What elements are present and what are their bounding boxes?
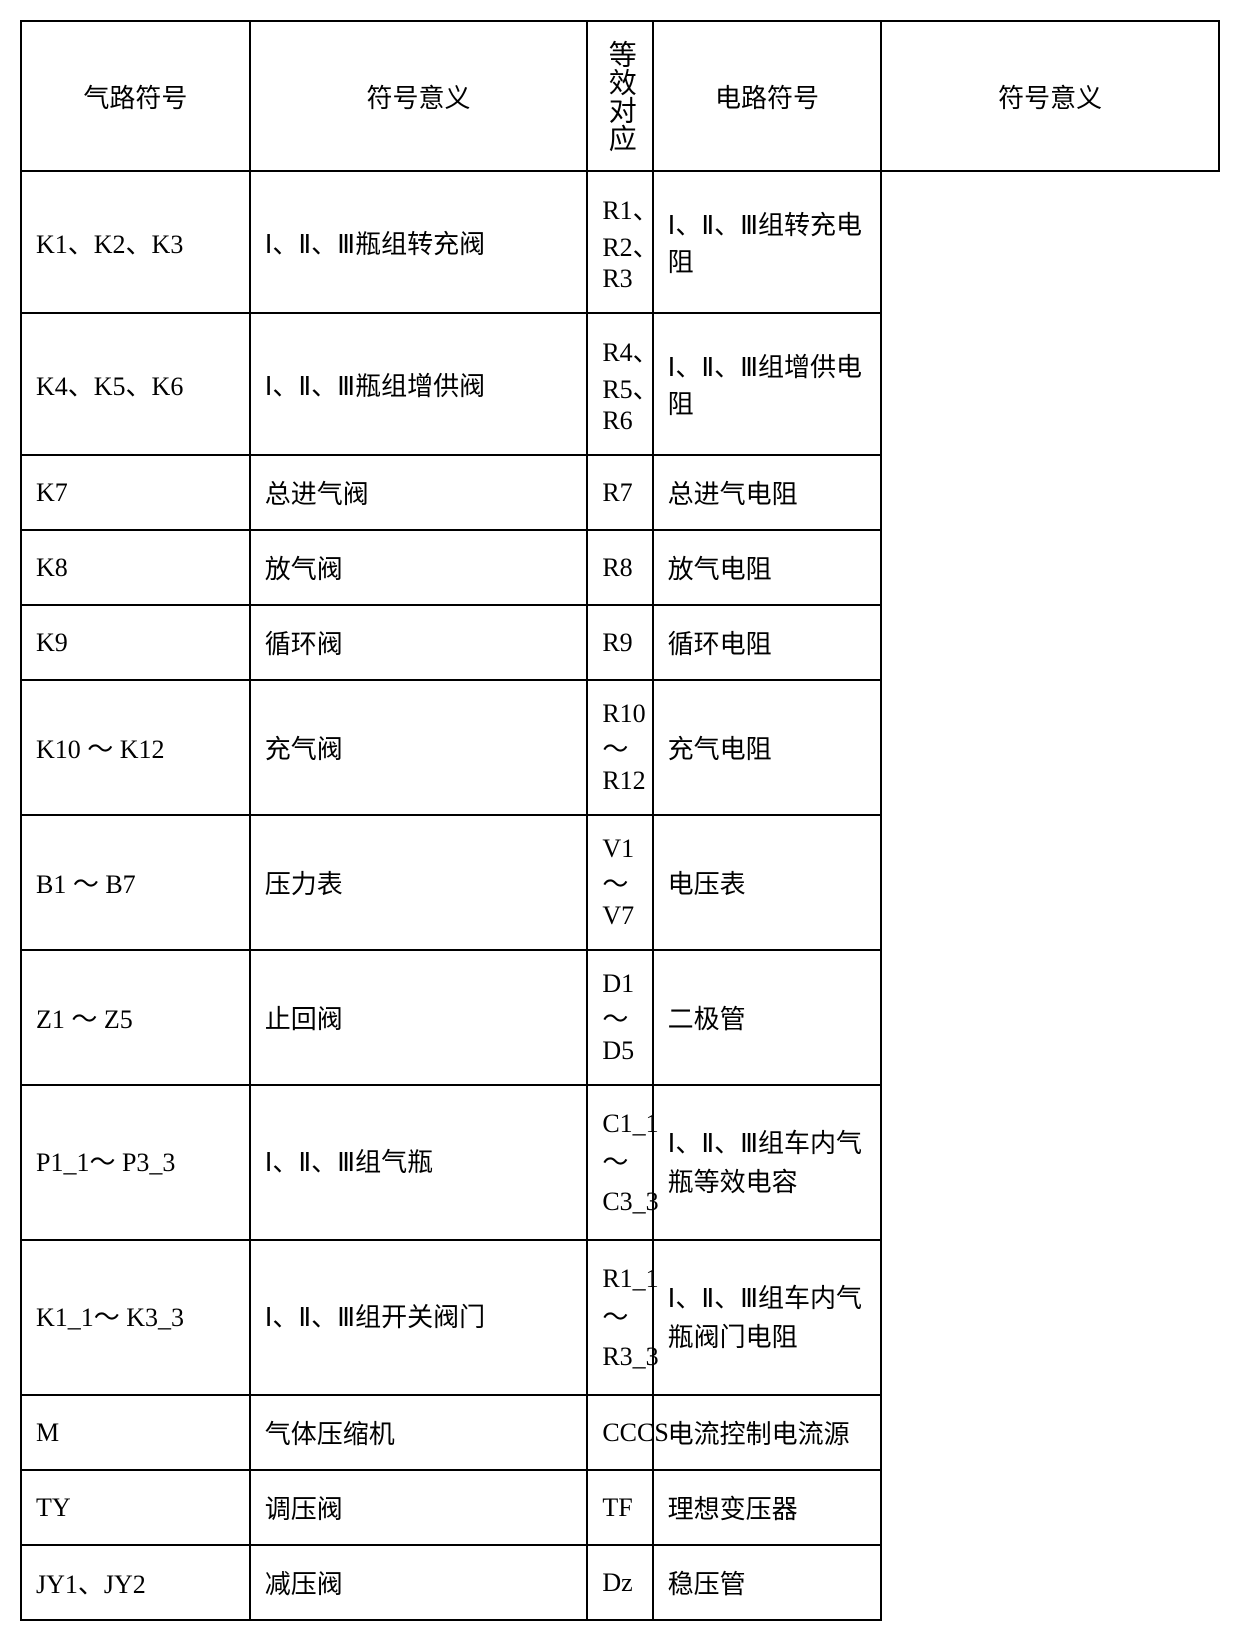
- cell-circuit-symbol: R9: [587, 605, 652, 680]
- cell-circuit-meaning: 电压表: [653, 815, 882, 950]
- cell-gas-meaning: Ⅰ、Ⅱ、Ⅲ组开关阀门: [250, 1240, 588, 1395]
- cell-circuit-meaning: 充气电阻: [653, 680, 882, 815]
- cell-gas-meaning: 调压阀: [250, 1470, 588, 1545]
- cell-gas-symbol: Z1 ～ Z5: [21, 950, 250, 1085]
- cell-circuit-meaning: 电流控制电流源: [653, 1395, 882, 1470]
- cell-gas-meaning: Ⅰ、Ⅱ、Ⅲ组气瓶: [250, 1085, 588, 1240]
- header-circuit-symbol: 电路符号: [653, 21, 882, 171]
- cell-circuit-symbol: R4、R5、R6: [587, 313, 652, 455]
- table-row: K1、K2、K3 Ⅰ、Ⅱ、Ⅲ瓶组转充阀 R1、R2、R3 Ⅰ、Ⅱ、Ⅲ组转充电阻: [21, 171, 1219, 313]
- equivalence-table: 气路符号 符号意义 等效对应 电路符号 符号意义 K1、K2、K3 Ⅰ、Ⅱ、Ⅲ瓶…: [20, 20, 1220, 1621]
- cell-gas-symbol: K10 ～ K12: [21, 680, 250, 815]
- table-row: K7 总进气阀 R7 总进气电阻: [21, 455, 1219, 530]
- cell-circuit-meaning: 理想变压器: [653, 1470, 882, 1545]
- cell-gas-symbol: P1_1～ P3_3: [21, 1085, 250, 1240]
- cell-circuit-symbol: R8: [587, 530, 652, 605]
- cell-gas-meaning: 总进气阀: [250, 455, 588, 530]
- table-row: K4、K5、K6 Ⅰ、Ⅱ、Ⅲ瓶组增供阀 R4、R5、R6 Ⅰ、Ⅱ、Ⅲ组增供电阻: [21, 313, 1219, 455]
- cell-circuit-meaning: 总进气电阻: [653, 455, 882, 530]
- cell-gas-meaning: 止回阀: [250, 950, 588, 1085]
- table-row: B1 ～ B7 压力表 V1 ～ V7 电压表: [21, 815, 1219, 950]
- cell-gas-symbol: K1、K2、K3: [21, 171, 250, 313]
- header-gas-meaning: 符号意义: [250, 21, 588, 171]
- cell-gas-meaning: 充气阀: [250, 680, 588, 815]
- cell-gas-symbol: K7: [21, 455, 250, 530]
- cell-circuit-meaning: 稳压管: [653, 1545, 882, 1620]
- cell-gas-meaning: 压力表: [250, 815, 588, 950]
- table-header-row: 气路符号 符号意义 等效对应 电路符号 符号意义: [21, 21, 1219, 171]
- table-row: M 气体压缩机 CCCS 电流控制电流源: [21, 1395, 1219, 1470]
- table-row: TY 调压阀 TF 理想变压器: [21, 1470, 1219, 1545]
- cell-circuit-symbol: R10 ～ R12: [587, 680, 652, 815]
- cell-circuit-symbol: R1、R2、R3: [587, 171, 652, 313]
- cell-gas-symbol: JY1、JY2: [21, 1545, 250, 1620]
- cell-gas-symbol: K1_1～ K3_3: [21, 1240, 250, 1395]
- cell-gas-meaning: 气体压缩机: [250, 1395, 588, 1470]
- cell-circuit-meaning: 循环电阻: [653, 605, 882, 680]
- cell-gas-symbol: K9: [21, 605, 250, 680]
- cell-circuit-meaning: Ⅰ、Ⅱ、Ⅲ组车内气瓶等效电容: [653, 1085, 882, 1240]
- cell-gas-symbol: B1 ～ B7: [21, 815, 250, 950]
- cell-gas-meaning: Ⅰ、Ⅱ、Ⅲ瓶组转充阀: [250, 171, 588, 313]
- header-circuit-meaning: 符号意义: [881, 21, 1219, 171]
- cell-circuit-symbol: R7: [587, 455, 652, 530]
- cell-circuit-symbol: CCCS: [587, 1395, 652, 1470]
- equivalence-table-container: 气路符号 符号意义 等效对应 电路符号 符号意义 K1、K2、K3 Ⅰ、Ⅱ、Ⅲ瓶…: [20, 20, 1220, 1621]
- cell-gas-symbol: K4、K5、K6: [21, 313, 250, 455]
- cell-circuit-symbol: Dz: [587, 1545, 652, 1620]
- table-row: K8 放气阀 R8 放气电阻: [21, 530, 1219, 605]
- cell-gas-symbol: TY: [21, 1470, 250, 1545]
- table-body: K1、K2、K3 Ⅰ、Ⅱ、Ⅲ瓶组转充阀 R1、R2、R3 Ⅰ、Ⅱ、Ⅲ组转充电阻 …: [21, 171, 1219, 1620]
- cell-gas-meaning: Ⅰ、Ⅱ、Ⅲ瓶组增供阀: [250, 313, 588, 455]
- cell-gas-meaning: 减压阀: [250, 1545, 588, 1620]
- cell-circuit-meaning: Ⅰ、Ⅱ、Ⅲ组转充电阻: [653, 171, 882, 313]
- cell-circuit-meaning: 放气电阻: [653, 530, 882, 605]
- cell-circuit-meaning: Ⅰ、Ⅱ、Ⅲ组增供电阻: [653, 313, 882, 455]
- table-row: K9 循环阀 R9 循环电阻: [21, 605, 1219, 680]
- table-row: K10 ～ K12 充气阀 R10 ～ R12 充气电阻: [21, 680, 1219, 815]
- table-row: P1_1～ P3_3 Ⅰ、Ⅱ、Ⅲ组气瓶 C1_1～ C3_3 Ⅰ、Ⅱ、Ⅲ组车内气…: [21, 1085, 1219, 1240]
- cell-circuit-symbol: C1_1～ C3_3: [587, 1085, 652, 1240]
- equivalence-label: 等效对应: [587, 21, 652, 171]
- table-row: K1_1～ K3_3 Ⅰ、Ⅱ、Ⅲ组开关阀门 R1_1～ R3_3 Ⅰ、Ⅱ、Ⅲ组车…: [21, 1240, 1219, 1395]
- cell-gas-symbol: K8: [21, 530, 250, 605]
- cell-gas-meaning: 放气阀: [250, 530, 588, 605]
- cell-circuit-symbol: D1 ～ D5: [587, 950, 652, 1085]
- cell-circuit-symbol: V1 ～ V7: [587, 815, 652, 950]
- cell-circuit-meaning: 二极管: [653, 950, 882, 1085]
- cell-gas-meaning: 循环阀: [250, 605, 588, 680]
- cell-circuit-symbol: TF: [587, 1470, 652, 1545]
- cell-circuit-symbol: R1_1～ R3_3: [587, 1240, 652, 1395]
- cell-circuit-meaning: Ⅰ、Ⅱ、Ⅲ组车内气瓶阀门电阻: [653, 1240, 882, 1395]
- table-row: Z1 ～ Z5 止回阀 D1 ～ D5 二极管: [21, 950, 1219, 1085]
- table-row: JY1、JY2 减压阀 Dz 稳压管: [21, 1545, 1219, 1620]
- header-gas-symbol: 气路符号: [21, 21, 250, 171]
- cell-gas-symbol: M: [21, 1395, 250, 1470]
